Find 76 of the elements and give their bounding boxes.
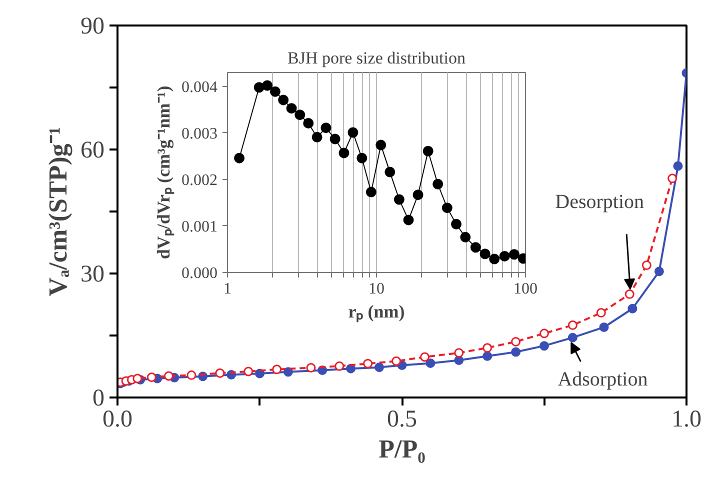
point xyxy=(320,122,332,134)
x-tick-label: 0.5 xyxy=(387,406,417,432)
point xyxy=(348,127,358,138)
y-axis-title: dVₚ/dVrₚ (cm³g⁻¹nm⁻¹) xyxy=(154,86,174,260)
point xyxy=(306,363,316,372)
y-tick-label: 60 xyxy=(80,138,104,164)
point xyxy=(628,304,638,314)
point xyxy=(215,368,225,378)
point xyxy=(596,308,606,318)
point xyxy=(426,358,436,368)
point xyxy=(668,174,678,184)
point xyxy=(132,374,142,384)
point xyxy=(642,260,652,270)
point xyxy=(412,190,424,200)
point xyxy=(511,347,521,357)
point xyxy=(511,336,521,346)
y-tick-label: 0.001 xyxy=(182,218,218,236)
x-tick-label: 1 xyxy=(224,280,232,298)
y-axis-title: Vₐ/cm³(STP)g⁻¹ xyxy=(44,126,72,296)
point xyxy=(470,242,481,253)
point xyxy=(568,332,578,342)
point xyxy=(624,289,634,299)
point xyxy=(403,214,414,226)
point xyxy=(673,161,683,171)
point xyxy=(568,320,578,330)
annotation: Adsorption xyxy=(558,368,648,391)
point xyxy=(234,152,245,164)
point xyxy=(508,249,520,260)
point xyxy=(422,146,434,156)
point xyxy=(366,186,376,198)
x-tick-label: 0.0 xyxy=(102,406,132,432)
annotation: Desorption xyxy=(555,191,644,214)
y-tick-label: 0.002 xyxy=(182,172,218,189)
point xyxy=(451,218,462,230)
x-tick-label: 1.0 xyxy=(672,406,702,432)
point xyxy=(363,358,373,368)
point xyxy=(356,152,368,164)
point xyxy=(164,371,174,381)
x-axis-title: P/P₀ xyxy=(378,434,426,464)
x-axis-title: rₚ (nm) xyxy=(348,302,405,322)
point xyxy=(272,364,282,374)
point xyxy=(599,322,609,332)
point xyxy=(489,254,500,264)
point xyxy=(394,194,404,205)
point xyxy=(540,341,549,351)
point xyxy=(330,134,340,144)
x-tick-label: 100 xyxy=(514,280,538,298)
point xyxy=(540,328,549,338)
point xyxy=(442,202,452,214)
point xyxy=(186,370,196,380)
point xyxy=(392,356,402,366)
point xyxy=(146,372,156,382)
point xyxy=(482,343,492,353)
y-tick-label: 0.003 xyxy=(182,125,218,142)
point xyxy=(374,362,384,372)
point xyxy=(480,248,490,260)
point xyxy=(338,148,350,158)
point xyxy=(432,178,444,190)
point xyxy=(334,361,344,371)
point xyxy=(460,232,471,242)
y-tick-label: 0 xyxy=(92,386,104,412)
point xyxy=(454,348,464,358)
chart-title: BJH pore size distribution xyxy=(287,48,466,68)
point xyxy=(283,367,293,377)
y-tick-label: 0.000 xyxy=(182,265,218,282)
x-tick-label: 10 xyxy=(368,280,384,298)
point xyxy=(499,250,510,262)
point xyxy=(244,366,254,376)
point xyxy=(654,266,664,276)
y-tick-label: 0.004 xyxy=(182,78,218,96)
point xyxy=(384,166,396,178)
point xyxy=(482,351,492,361)
y-tick-label: 90 xyxy=(80,14,104,40)
point xyxy=(376,140,386,150)
y-tick-label: 30 xyxy=(80,262,104,288)
point xyxy=(420,352,430,362)
